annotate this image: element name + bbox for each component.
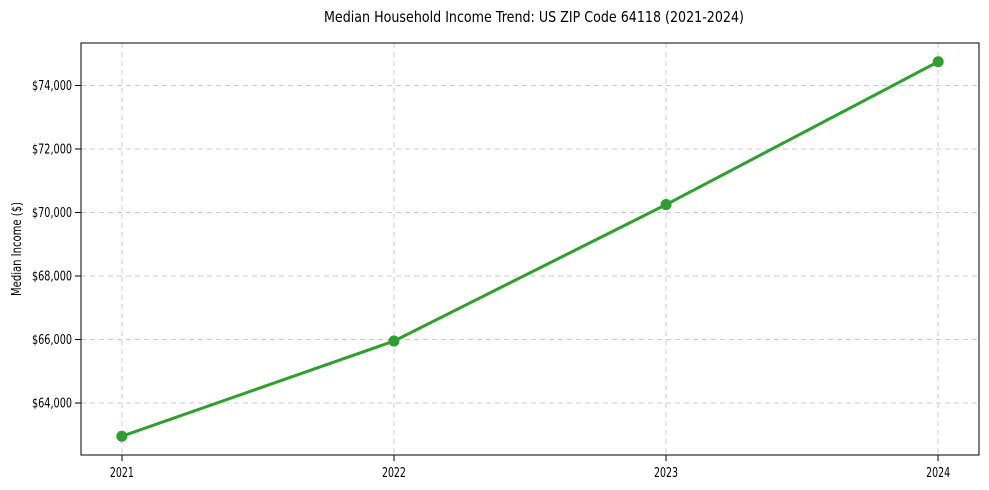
data-series [116,56,944,442]
chart-title: Median Household Income Trend: US ZIP Co… [324,8,744,26]
y-axis-label: Median Income ($) [9,202,25,296]
axis-ticks [75,85,939,461]
x-tick-label: 2024 [926,465,950,481]
x-tick-label: 2022 [382,465,406,481]
data-point-marker [388,335,400,347]
data-point-marker [660,199,672,211]
income-trend-line [120,60,940,438]
x-tick-label: 2023 [654,465,678,481]
x-tick-label: 2021 [110,465,134,481]
y-tick-label: $66,000 [32,332,72,348]
y-tick-label: $70,000 [32,205,72,221]
gridlines [81,43,979,455]
x-tick-labels: 2021 2022 2023 2024 [110,465,950,481]
y-tick-label: $72,000 [32,142,72,158]
y-tick-labels: $64,000 $66,000 $68,000 $70,000 $72,000 $74,0… [32,78,72,411]
y-tick-label: $68,000 [32,268,72,284]
y-tick-label: $64,000 [32,395,72,411]
data-point-marker [932,56,944,68]
plot-border [80,42,980,456]
y-tick-label: $74,000 [32,78,72,94]
data-point-marker [116,430,128,442]
